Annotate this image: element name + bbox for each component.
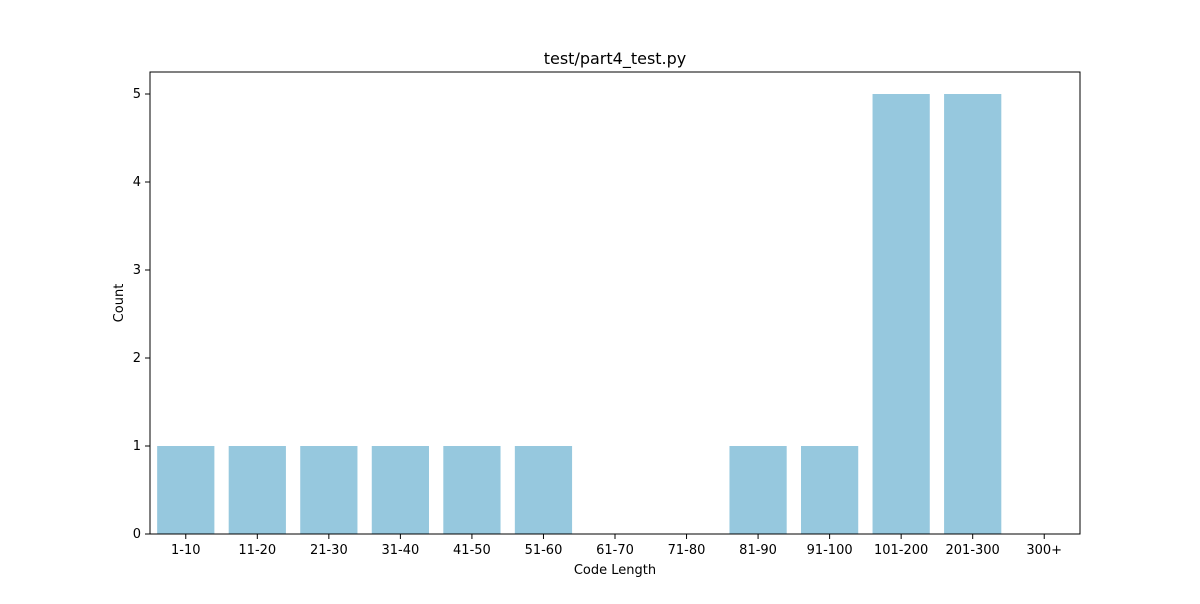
x-tick-label: 61-70 bbox=[596, 543, 634, 558]
chart-title: test/part4_test.py bbox=[544, 49, 687, 69]
x-tick-label: 41-50 bbox=[453, 543, 491, 558]
x-tick-label: 31-40 bbox=[381, 543, 419, 558]
bar-51-60 bbox=[514, 446, 573, 534]
x-ticks-layer: 1-10 11-20 21-30 31-40 41-50 51-60 61-70 71-80 8… bbox=[171, 534, 1062, 558]
x-tick-label: 300+ bbox=[1026, 543, 1062, 558]
bar-21-30 bbox=[300, 446, 358, 534]
x-tick-label: 51-60 bbox=[525, 543, 563, 558]
bar-11-20 bbox=[228, 446, 286, 534]
y-tick-label: 2 bbox=[133, 351, 141, 366]
bar-1-10 bbox=[157, 446, 215, 534]
bars-layer bbox=[157, 94, 1002, 534]
x-tick-label: 21-30 bbox=[310, 543, 348, 558]
x-tick-label: 91-100 bbox=[807, 543, 853, 558]
bar-101-200 bbox=[872, 94, 930, 534]
bar-81-90 bbox=[729, 446, 787, 534]
bar-41-50 bbox=[443, 446, 501, 534]
x-tick-label: 81-90 bbox=[739, 543, 777, 558]
y-axis-label: Count bbox=[112, 284, 127, 323]
plot-frame bbox=[149, 71, 1081, 535]
bar-91-100 bbox=[801, 446, 859, 534]
y-ticks-layer: 0 1 2 3 4 5 bbox=[133, 87, 150, 542]
y-tick-label: 0 bbox=[133, 527, 141, 542]
bar-201-300 bbox=[944, 94, 1002, 534]
x-tick-label: 11-20 bbox=[238, 543, 276, 558]
bar-31-40 bbox=[371, 446, 429, 534]
y-tick-label: 1 bbox=[133, 439, 141, 454]
y-tick-label: 5 bbox=[133, 87, 141, 102]
y-tick-label: 3 bbox=[133, 263, 141, 278]
x-tick-label: 201-300 bbox=[946, 543, 1000, 558]
x-tick-label: 101-200 bbox=[874, 543, 928, 558]
x-tick-label: 71-80 bbox=[668, 543, 706, 558]
x-axis-label: Code Length bbox=[574, 563, 656, 578]
x-tick-label: 1-10 bbox=[171, 543, 201, 558]
y-tick-label: 4 bbox=[133, 175, 141, 190]
